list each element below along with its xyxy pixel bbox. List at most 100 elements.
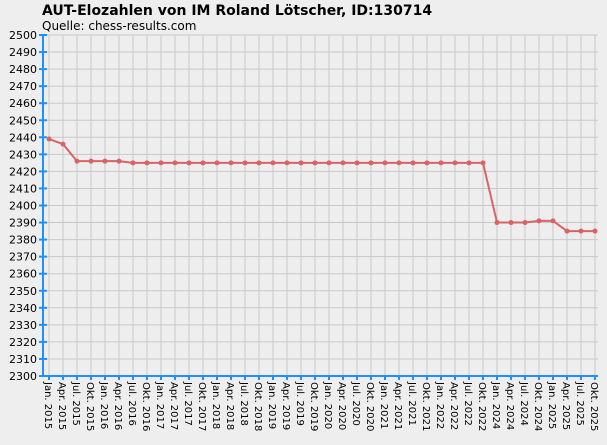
x-tick-label: Okt. 2018	[252, 382, 263, 431]
x-tick-label: Okt. 2019	[308, 382, 319, 431]
x-tick-label: Apr. 2020	[336, 382, 347, 430]
x-tick-label: Apr. 2017	[168, 382, 179, 430]
x-tick-label: Okt. 2015	[84, 382, 95, 431]
x-tick-label: Apr. 2016	[112, 382, 123, 430]
point	[130, 160, 136, 166]
point	[326, 160, 332, 166]
y-tick-label: 2470	[9, 80, 37, 93]
y-tick-label: 2480	[9, 63, 37, 76]
x-tick-label: Apr. 2018	[224, 382, 235, 430]
x-tick-label: Jul. 2021	[406, 381, 417, 426]
point	[256, 160, 262, 166]
x-tick-label: Okt. 2017	[196, 382, 207, 431]
point	[522, 220, 528, 226]
point	[354, 160, 360, 166]
x-tick-label: Jul. 2019	[294, 381, 305, 426]
y-tick-label: 2500	[9, 29, 37, 42]
point	[466, 160, 472, 166]
x-tick-label: Okt. 2025	[588, 382, 599, 431]
y-tick-label: 2320	[9, 336, 37, 349]
y-tick-label: 2450	[9, 114, 37, 127]
point	[578, 228, 584, 234]
point	[228, 160, 234, 166]
x-tick-label: Okt. 2022	[476, 382, 487, 431]
x-tick-label: Apr. 2021	[392, 382, 403, 430]
x-tick-label: Jan. 2015	[42, 381, 53, 429]
point	[592, 228, 598, 234]
point	[536, 218, 542, 224]
x-tick-label: Apr. 2019	[280, 382, 291, 430]
x-tick-label: Jan. 2024	[490, 381, 501, 429]
x-tick-label: Apr. 2022	[448, 382, 459, 430]
line	[48, 138, 595, 233]
y-tick-label: 2380	[9, 234, 37, 247]
x-tick-label: Apr. 2015	[56, 382, 67, 430]
y-tick-label: 2300	[9, 370, 37, 383]
x-tick-label: Jul. 2015	[70, 381, 81, 426]
point	[158, 160, 164, 166]
y-tick-label: 2310	[9, 353, 37, 366]
point	[438, 160, 444, 166]
y-tick-label: 2430	[9, 148, 37, 161]
y-tick-label: 2440	[9, 131, 37, 144]
point	[494, 220, 500, 226]
chart-subtitle: Quelle: chess-results.com	[42, 19, 196, 33]
x-tick-label: Jul. 2025	[574, 381, 585, 426]
point	[424, 160, 430, 166]
x-tick-label: Jan. 2020	[322, 381, 333, 429]
point	[564, 228, 570, 234]
x-tick-label: Jul. 2020	[350, 381, 361, 426]
chart-title: AUT-Elozahlen von IM Roland Lötscher, ID…	[42, 3, 432, 19]
y-tick-label: 2490	[9, 46, 37, 59]
x-tick-label: Okt. 2021	[420, 382, 431, 431]
x-tick-label: Jan. 2017	[154, 381, 165, 429]
point	[550, 218, 556, 224]
x-tick-label: Apr. 2024	[504, 382, 515, 430]
y-tick-label: 2420	[9, 165, 37, 178]
point	[46, 136, 52, 142]
y-tick-label: 2370	[9, 251, 37, 264]
point	[172, 160, 178, 166]
point	[144, 160, 150, 166]
point	[270, 160, 276, 166]
point	[60, 141, 66, 147]
x-tick-label: Jan. 2025	[546, 381, 557, 429]
x-tick-label: Okt. 2020	[364, 382, 375, 431]
point	[88, 158, 94, 164]
y-tick-label: 2410	[9, 182, 37, 195]
point	[396, 160, 402, 166]
y-tick-label: 2350	[9, 285, 37, 298]
point	[312, 160, 318, 166]
point	[480, 160, 486, 166]
x-tick-label: Jan. 2022	[434, 381, 445, 429]
y-tick-label: 2390	[9, 217, 37, 230]
x-tick-label: Jul. 2022	[462, 381, 473, 426]
point	[200, 160, 206, 166]
x-tick-label: Jul. 2016	[126, 381, 137, 426]
point	[410, 160, 416, 166]
point	[102, 158, 108, 164]
x-tick-label: Jul. 2024	[518, 381, 529, 426]
x-tick-label: Jan. 2016	[98, 381, 109, 429]
y-tick-label: 2330	[9, 319, 37, 332]
x-tick-label: Jan. 2021	[378, 381, 389, 429]
point	[284, 160, 290, 166]
y-tick-label: 2340	[9, 302, 37, 315]
point	[242, 160, 248, 166]
x-tick-label: Apr. 2025	[560, 382, 571, 430]
point	[214, 160, 220, 166]
point	[452, 160, 458, 166]
x-tick-label: Jul. 2017	[182, 381, 193, 426]
point	[298, 160, 304, 166]
y-tick-label: 2400	[9, 200, 37, 213]
y-tick-label: 2360	[9, 268, 37, 281]
x-tick-label: Okt. 2024	[532, 382, 543, 431]
x-tick-label: Jan. 2019	[266, 381, 277, 429]
x-tick-label: Jan. 2018	[210, 381, 221, 429]
point	[116, 158, 122, 164]
point	[508, 220, 514, 226]
y-tick-label: 2460	[9, 97, 37, 110]
point	[340, 160, 346, 166]
x-tick-label: Okt. 2016	[140, 382, 151, 431]
